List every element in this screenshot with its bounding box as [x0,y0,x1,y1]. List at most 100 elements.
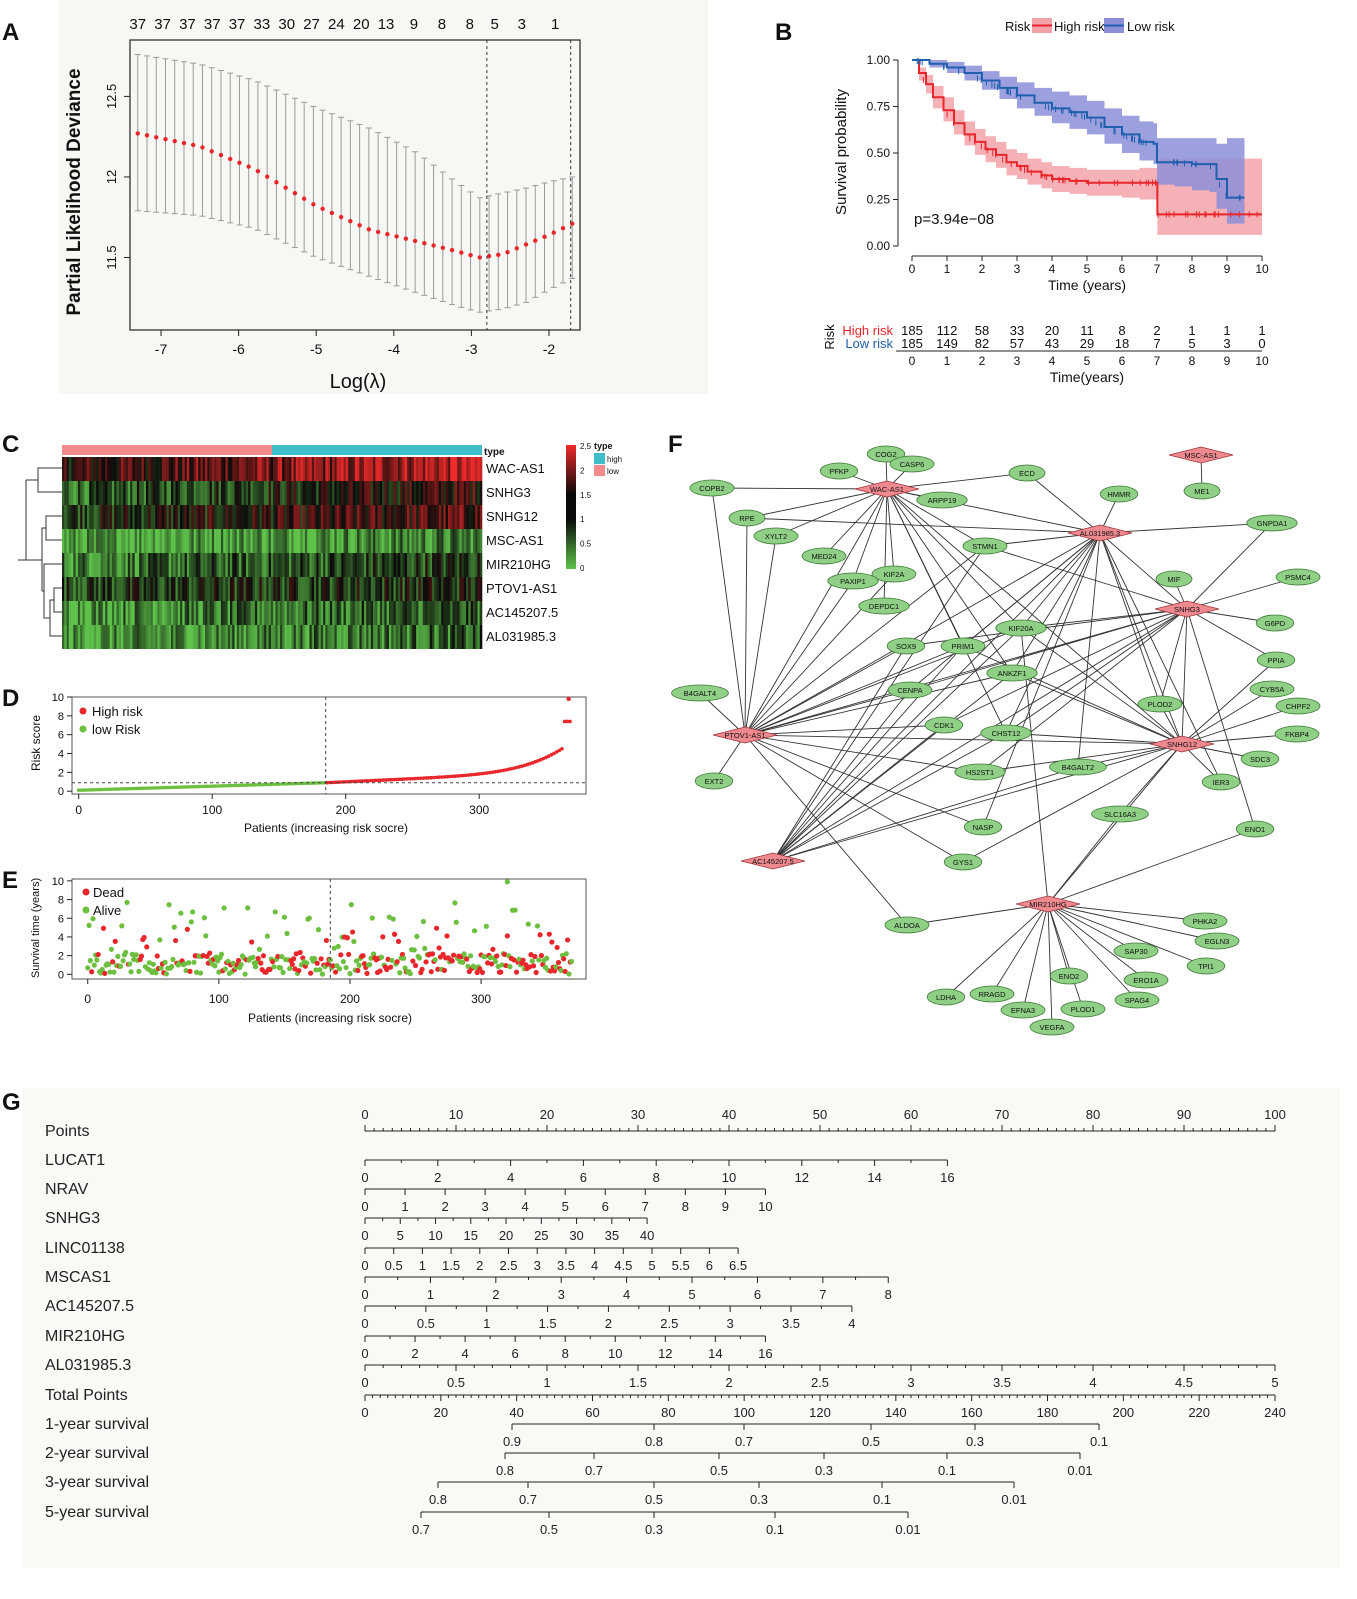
heat-cell [289,505,292,529]
heat-cell [218,481,222,505]
network-edge [744,517,748,736]
panel-label-f: F [668,431,683,458]
heat-cell [80,601,83,625]
heat-cell [173,577,176,601]
heat-cell [357,625,360,649]
dead-point [235,957,242,964]
heat-cell [64,601,67,625]
heat-cell [177,529,181,553]
heat-cell [325,625,328,649]
heat-cell [479,625,483,649]
nomogram-tick-label: 3 [907,1375,914,1390]
heat-cell [311,625,315,649]
network-edge [1047,828,1256,905]
alive-point [230,960,236,966]
x-tick-label: 300 [469,803,489,817]
heat-cell [298,577,301,601]
heat-cell [161,529,165,553]
alive-point [91,962,97,968]
heat-cell [125,625,129,649]
low-risk-point [199,784,204,789]
heat-cell [195,457,199,481]
alive-point [487,955,493,961]
heat-cell [463,601,467,625]
heat-cell [225,601,229,625]
gene-node: KIF2A [871,565,917,583]
heat-cell [200,553,204,577]
gene-node-label: B4GALT2 [1062,763,1094,772]
nomogram-tick-label: 4 [507,1170,514,1185]
nomogram-tick-label: 100 [1264,1107,1286,1122]
heat-cell [248,529,251,553]
low-risk-point [231,783,236,788]
x-tick-label: 0 [909,262,916,276]
variable-count-label: 3 [518,16,526,33]
gene-node-shape [1256,651,1296,669]
nomogram-tick-label: 6.5 [729,1258,747,1273]
low-risk-point [119,787,124,791]
heat-cell [332,457,335,481]
low-risk-point [106,787,110,792]
heat-cell [227,481,231,505]
gene-node-shape [1255,614,1295,632]
dead-point [187,968,193,974]
heat-cell [68,481,72,505]
high-risk-point [464,773,468,778]
heat-cell [152,553,156,577]
y-tick-label: 11.5 [104,245,119,269]
heat-cell [348,577,351,601]
heat-cell [62,625,65,649]
heat-cell [386,529,390,553]
nomogram-tick-label: 2 [492,1287,499,1302]
high-risk-point [472,772,476,777]
heat-cell [250,505,254,529]
heat-cell [259,457,263,481]
nomogram-tick-label: 6 [602,1199,609,1214]
heat-cell [291,601,294,625]
heat-cell [361,625,365,649]
heat-cell [268,577,272,601]
heat-cell [111,457,115,481]
alive-point [252,964,259,970]
heat-cell [143,529,147,553]
legend-swatch-low [594,465,605,476]
y-tick-label: 0.75 [867,100,891,114]
nomogram-tick-label: 140 [885,1405,907,1420]
heat-cell [193,601,197,625]
heat-cell [82,577,86,601]
lncrna-hub-shape [1154,600,1220,618]
heat-cell [164,625,167,649]
dead-point [423,959,429,965]
heat-cell [289,529,292,553]
gene-node-shape [943,853,983,871]
heat-cell [232,601,235,625]
heat-cell [216,505,219,529]
heat-cell [275,457,278,481]
heat-cell [357,457,360,481]
high-risk-point [450,774,455,779]
mean-deviance-point [496,252,501,258]
dead-point [436,945,442,951]
gene-node: HMMR [1099,485,1139,503]
heat-cell [89,505,92,529]
legend-swatch-high [594,453,605,464]
low-risk-point [319,781,324,785]
heat-cell [479,505,483,529]
heat-cell [84,457,88,481]
heat-cell [388,553,392,577]
heat-cell [368,457,372,481]
low-risk-point [146,786,150,790]
y-tick-label: 10 [52,876,64,888]
heat-cell [180,601,183,625]
heat-cell [198,625,201,649]
network-edge [772,645,964,862]
heat-cell [152,457,156,481]
heat-cell [311,553,315,577]
heat-cell [291,553,294,577]
nomogram-tick-label: 0.1 [873,1492,891,1507]
heat-cell [366,625,369,649]
heat-cell [191,457,194,481]
heat-cell [259,625,263,649]
heat-cell [291,505,294,529]
heat-cell [107,505,110,529]
